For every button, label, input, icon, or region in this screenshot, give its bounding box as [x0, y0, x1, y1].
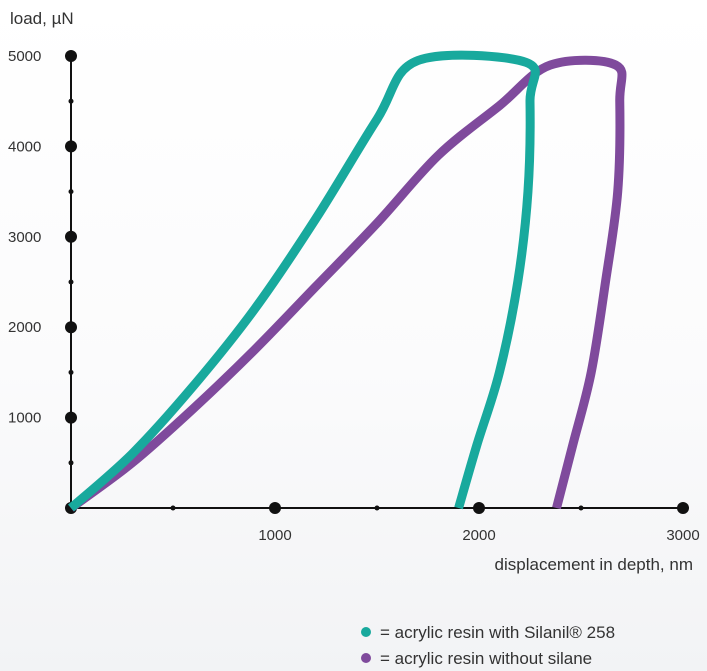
y-tick-label: 2000 — [8, 319, 41, 336]
x-minor-tick-mark — [578, 505, 584, 511]
y-tick-mark — [65, 230, 77, 243]
series-line-1 — [68, 55, 627, 512]
legend-marker — [361, 653, 371, 663]
x-tick-label: 1000 — [258, 527, 291, 544]
x-tick-mark — [473, 502, 485, 514]
y-tick-mark — [65, 411, 77, 424]
series-line-0 — [68, 50, 540, 512]
x-tick-mark — [269, 502, 281, 514]
legend: = acrylic resin with Silanil® 258 = acryl… — [361, 623, 615, 668]
legend-label: = acrylic resin with Silanil® 258 — [380, 623, 615, 642]
y-tick-mark — [65, 140, 77, 153]
x-tick-label: 2000 — [462, 527, 495, 544]
legend-marker — [361, 627, 371, 637]
y-minor-tick-mark — [68, 460, 74, 466]
x-minor-tick-mark — [374, 505, 380, 511]
y-tick-mark — [65, 321, 77, 334]
y-tick-label: 1000 — [8, 410, 41, 427]
x-axis-label: displacement in depth, nm — [495, 555, 693, 574]
y-minor-tick-mark — [68, 279, 74, 285]
y-tick-label: 5000 — [8, 48, 41, 65]
y-minor-tick-mark — [68, 369, 74, 375]
y-tick-label: 4000 — [8, 138, 41, 155]
y-tick-mark — [65, 50, 77, 62]
x-tick-mark — [677, 502, 689, 514]
axes: 1000 2000 3000 4000 5000 1000 2000 3000 — [8, 48, 700, 544]
y-tick-label: 3000 — [8, 229, 41, 246]
legend-label: = acrylic resin without silane — [380, 649, 592, 668]
y-minor-tick-mark — [68, 98, 74, 104]
series-group — [68, 50, 627, 512]
y-axis-label: load, µN — [10, 9, 74, 28]
x-tick-label: 3000 — [666, 527, 699, 544]
y-minor-tick-mark — [68, 189, 74, 195]
x-minor-tick-mark — [170, 505, 176, 511]
